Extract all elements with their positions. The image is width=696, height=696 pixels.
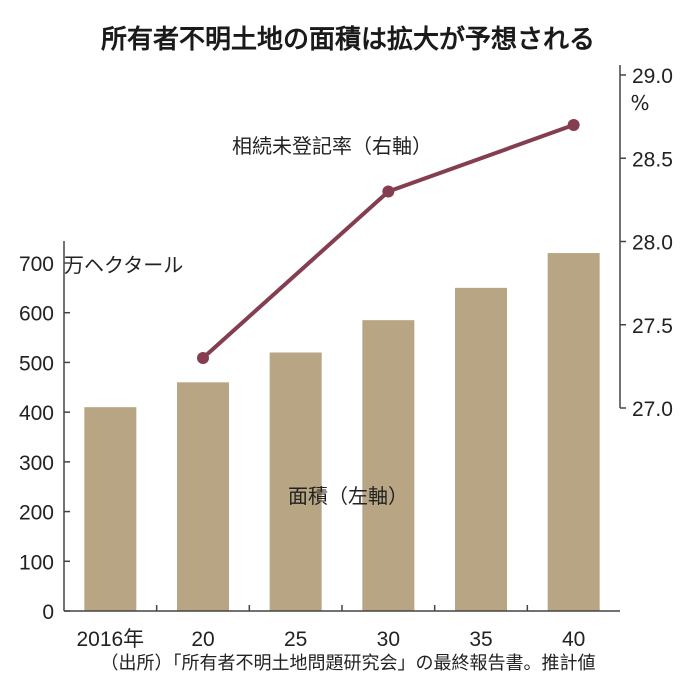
right-axis: 27.0 27.5 28.0 28.5 29.0	[619, 65, 673, 421]
bar	[84, 407, 137, 611]
left-tick-label: 600	[19, 303, 54, 326]
bar	[269, 352, 322, 611]
left-tick-label: 100	[19, 551, 54, 574]
x-tick-label: 35	[469, 628, 492, 651]
right-tick-label: 28.5	[632, 148, 673, 171]
bar-series-label: 面積（左軸）	[288, 484, 408, 508]
bar	[547, 253, 600, 612]
line-point	[382, 185, 395, 198]
right-tick-label: 29.0	[632, 65, 673, 88]
right-tick-label: 28.0	[632, 232, 673, 255]
right-tick-label: 27.5	[632, 315, 673, 338]
x-tick-label: 25	[284, 628, 307, 651]
line-series-area	[197, 118, 580, 365]
right-tick-label: 27.0	[632, 398, 673, 421]
line-point	[197, 352, 209, 365]
x-tick-label: 30	[377, 628, 400, 651]
bar	[177, 382, 229, 611]
left-tick-label: 700	[19, 253, 54, 276]
source-note: （出所）「所有者不明土地問題研究会」の最終報告書。推計値	[101, 653, 596, 674]
left-axis-unit-label: 万ヘクタール	[64, 253, 183, 277]
x-tick-label: 20	[191, 628, 214, 651]
left-tick-label: 200	[19, 502, 54, 525]
bar	[362, 320, 415, 611]
left-tick-label: 0	[42, 601, 54, 624]
left-tick-label: 500	[19, 352, 54, 375]
right-axis-unit-label: %	[630, 91, 649, 115]
left-axis: 0 100 200 300 400 500 600 700	[19, 241, 70, 624]
bar	[455, 287, 507, 611]
line-point	[567, 118, 580, 131]
bar-series-area	[84, 253, 600, 612]
line-series-label: 相続未登記率（右軸）	[232, 134, 432, 158]
left-tick-label: 400	[19, 402, 54, 425]
x-tick-label: 40	[562, 628, 585, 651]
x-axis: 2016年 20 25 30 35 40	[64, 605, 620, 651]
x-tick-label: 2016年	[76, 628, 144, 651]
left-tick-label: 300	[19, 452, 54, 475]
chart-title: 所有者不明土地の面積は拡大が予想される	[101, 24, 595, 55]
